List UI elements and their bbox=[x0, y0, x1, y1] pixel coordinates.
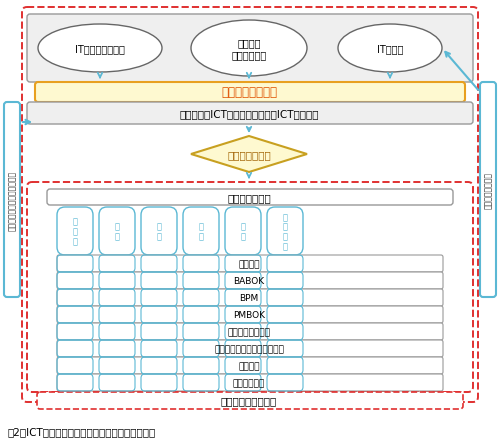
Text: 内部統制: 内部統制 bbox=[238, 259, 259, 268]
FancyBboxPatch shape bbox=[27, 103, 472, 125]
FancyBboxPatch shape bbox=[224, 208, 261, 255]
FancyBboxPatch shape bbox=[183, 208, 218, 255]
FancyBboxPatch shape bbox=[27, 15, 472, 83]
Text: 専門家パートナーズ: 専門家パートナーズ bbox=[220, 396, 277, 406]
FancyBboxPatch shape bbox=[57, 374, 442, 391]
Text: 自
治
体: 自 治 体 bbox=[72, 217, 77, 246]
Ellipse shape bbox=[38, 25, 162, 73]
Text: 医
療: 医 療 bbox=[114, 222, 119, 241]
Text: 最適専門家の派遣: 最適専門家の派遣 bbox=[482, 172, 491, 208]
Text: 一般企業
クライアント: 一般企業 クライアント bbox=[231, 38, 266, 60]
Text: 流
通: 流 通 bbox=[240, 222, 245, 241]
Text: BPM: BPM bbox=[239, 293, 258, 302]
FancyBboxPatch shape bbox=[47, 190, 452, 205]
Text: 図2：ICT経営パートナーズ協会のお客様支援体制: 図2：ICT経営パートナーズ協会のお客様支援体制 bbox=[8, 426, 156, 436]
Text: ITコーディネータ: ITコーディネータ bbox=[75, 44, 125, 54]
Text: 建
設: 建 設 bbox=[198, 222, 203, 241]
Text: クラウドコンピューティング: クラウドコンピューティング bbox=[213, 344, 284, 353]
Text: アジャイル開発法: アジャイル開発法 bbox=[227, 327, 270, 336]
Ellipse shape bbox=[337, 25, 441, 73]
FancyBboxPatch shape bbox=[57, 323, 442, 340]
Ellipse shape bbox=[190, 21, 307, 77]
Text: PMBOK: PMBOK bbox=[232, 310, 265, 319]
FancyBboxPatch shape bbox=[37, 392, 462, 409]
FancyBboxPatch shape bbox=[57, 306, 442, 323]
Polygon shape bbox=[190, 137, 307, 173]
FancyBboxPatch shape bbox=[27, 183, 472, 392]
FancyBboxPatch shape bbox=[141, 208, 177, 255]
FancyBboxPatch shape bbox=[4, 103, 20, 297]
FancyBboxPatch shape bbox=[57, 340, 442, 357]
Text: 製
造: 製 造 bbox=[156, 222, 161, 241]
FancyBboxPatch shape bbox=[267, 208, 303, 255]
Text: ITベンダ: ITベンダ bbox=[376, 44, 402, 54]
FancyBboxPatch shape bbox=[57, 357, 442, 374]
Text: BABOK: BABOK bbox=[233, 276, 264, 285]
Text: 課題の振り分け: 課題の振り分け bbox=[226, 150, 271, 159]
FancyBboxPatch shape bbox=[57, 255, 442, 272]
FancyBboxPatch shape bbox=[479, 83, 495, 297]
FancyBboxPatch shape bbox=[57, 208, 93, 255]
FancyBboxPatch shape bbox=[57, 272, 442, 290]
Text: 経営改革専門家: 経営改革専門家 bbox=[226, 193, 271, 202]
Text: 何でも相談サロン: 何でも相談サロン bbox=[220, 86, 277, 99]
FancyBboxPatch shape bbox=[99, 208, 135, 255]
Text: セキュリティ: セキュリティ bbox=[232, 378, 265, 387]
Text: 経営改革のケース移管の推進: 経営改革のケース移管の推進 bbox=[8, 170, 17, 230]
FancyBboxPatch shape bbox=[57, 290, 442, 306]
FancyBboxPatch shape bbox=[22, 8, 477, 402]
Text: 経営改革、ICT利活用法（経営とICTの融合）: 経営改革、ICT利活用法（経営とICTの融合） bbox=[179, 109, 318, 119]
Text: サ
ー
ビ
ス: サ ー ビ ス bbox=[282, 212, 287, 251]
Text: 運用管理: 運用管理 bbox=[238, 361, 259, 370]
FancyBboxPatch shape bbox=[35, 83, 464, 103]
